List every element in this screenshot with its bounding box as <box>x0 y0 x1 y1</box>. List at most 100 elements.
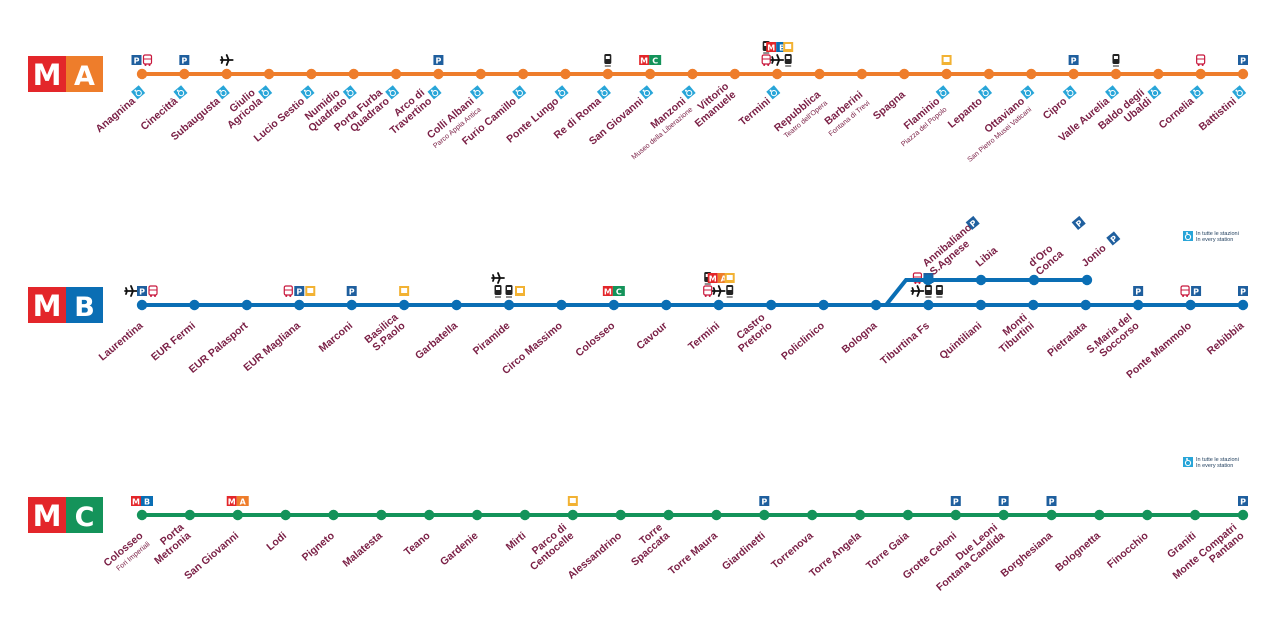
station-dot[interactable] <box>1046 509 1057 521</box>
station-dot[interactable] <box>922 274 934 286</box>
station-colosseo[interactable]: M C Colosseo <box>573 286 625 359</box>
station-pietralata[interactable]: Pietralata <box>1045 299 1091 360</box>
station-dot[interactable] <box>759 509 770 521</box>
station-dot[interactable] <box>280 509 291 521</box>
station-battistini[interactable]: P Battistini <box>1195 55 1249 133</box>
station-borghesiana[interactable]: P Borghesiana <box>999 496 1057 580</box>
station-dot[interactable] <box>1094 509 1105 521</box>
station-dot[interactable] <box>644 68 656 80</box>
station-dot[interactable] <box>1026 68 1037 80</box>
station-dot[interactable] <box>241 299 253 311</box>
station-dot[interactable] <box>471 509 483 521</box>
station-marconi[interactable]: P Marconi <box>317 286 357 355</box>
station-dot[interactable] <box>475 68 486 80</box>
station-dot[interactable] <box>975 274 987 286</box>
station-garbatella[interactable]: Garbatella <box>413 299 462 362</box>
station-dot[interactable] <box>136 68 148 80</box>
station-dot[interactable] <box>975 299 987 311</box>
station-tiburtina-fs[interactable]: PTiburtina Fs <box>878 272 943 367</box>
station-dot[interactable] <box>346 299 357 311</box>
station-dot[interactable] <box>1132 299 1144 311</box>
station-dot[interactable] <box>806 509 818 521</box>
station-quintiliani[interactable]: Quintiliani <box>937 299 987 362</box>
station-malatesta[interactable]: Malatesta <box>340 509 387 570</box>
station-dot[interactable] <box>765 299 777 311</box>
station-dot[interactable] <box>556 299 567 311</box>
station-dot[interactable] <box>1142 509 1153 521</box>
station-cipro[interactable]: P Cipro <box>1039 55 1079 122</box>
station-dot[interactable] <box>687 68 698 80</box>
station-dot[interactable] <box>814 68 825 80</box>
station-dot[interactable] <box>1028 299 1039 311</box>
station-teano[interactable]: Teano <box>402 509 435 559</box>
station-dot[interactable] <box>1189 509 1201 521</box>
station-dot[interactable] <box>1237 68 1249 80</box>
station-dot[interactable] <box>560 68 571 80</box>
station-dot[interactable] <box>184 509 196 521</box>
station-dot[interactable] <box>1237 509 1249 521</box>
station-piramide[interactable]: Piramide <box>471 272 525 357</box>
station-torre-angela[interactable]: Torre Angela <box>807 509 866 580</box>
station-dot[interactable] <box>1153 68 1164 80</box>
station-dot[interactable] <box>221 68 232 80</box>
station-alessandrino[interactable]: Alessandrino <box>565 509 626 582</box>
station-dot[interactable] <box>433 68 444 80</box>
station-dot[interactable] <box>729 68 741 80</box>
station-dot[interactable] <box>602 68 614 80</box>
station-dot[interactable] <box>567 509 579 521</box>
station-cornelia[interactable]: Cornelia <box>1155 54 1206 131</box>
station-dot[interactable] <box>899 68 910 80</box>
station-dot[interactable] <box>983 68 995 80</box>
station-eur-fermi[interactable]: EUR Fermi <box>149 299 200 364</box>
station-gardenie[interactable]: Gardenie <box>438 509 483 568</box>
station-dot[interactable] <box>615 509 626 521</box>
station-dot[interactable] <box>328 509 339 521</box>
station-dot[interactable] <box>376 509 387 521</box>
station-dot[interactable] <box>608 299 620 311</box>
station-dot[interactable] <box>1028 274 1040 286</box>
station-dot[interactable] <box>661 299 672 311</box>
station-dot[interactable] <box>424 509 435 521</box>
station-dot[interactable] <box>663 509 674 521</box>
station-torre-maura[interactable]: Torre Maura <box>666 509 722 578</box>
station-dot[interactable] <box>398 299 410 311</box>
station-dot[interactable] <box>179 68 190 80</box>
station-dot[interactable] <box>189 299 200 311</box>
station-cinecitt[interactable]: P Cinecittà <box>137 55 190 133</box>
station-policlinico[interactable]: Policlinico <box>779 299 829 363</box>
station-dot[interactable] <box>854 509 866 521</box>
station-dot[interactable] <box>519 509 531 521</box>
station-dot[interactable] <box>451 299 462 311</box>
station-valle-aurelia[interactable]: Valle Aurelia <box>1055 54 1122 144</box>
station-bolognetta[interactable]: Bolognetta <box>1053 509 1105 574</box>
station-torre-gaia[interactable]: Torre Gaia <box>864 509 914 572</box>
station-torrenova[interactable]: Torrenova <box>769 509 818 572</box>
station-dot[interactable] <box>713 299 724 311</box>
station-spagna[interactable]: Spagna <box>871 68 910 123</box>
station-dot[interactable] <box>306 68 317 80</box>
station-laurentina[interactable]: P Laurentina <box>97 285 158 363</box>
station-dot[interactable] <box>390 68 402 80</box>
station-termini[interactable]: M A Termini <box>686 272 735 353</box>
station-pigneto[interactable]: Pigneto <box>300 509 339 564</box>
station-dot[interactable] <box>950 509 961 521</box>
station-circo-massimo[interactable]: Circo Massimo <box>500 299 567 377</box>
station-rebibbia[interactable]: P Rebibbia <box>1205 286 1249 357</box>
station-dot[interactable] <box>1195 68 1206 80</box>
station-dot[interactable] <box>818 299 829 311</box>
station-dot[interactable] <box>923 299 934 311</box>
station-dot[interactable] <box>711 509 722 521</box>
station-dot[interactable] <box>856 68 868 80</box>
station-dot[interactable] <box>503 299 515 311</box>
station-dot[interactable] <box>263 68 275 80</box>
station-dot[interactable] <box>1110 68 1122 80</box>
station-dot[interactable] <box>517 68 529 80</box>
